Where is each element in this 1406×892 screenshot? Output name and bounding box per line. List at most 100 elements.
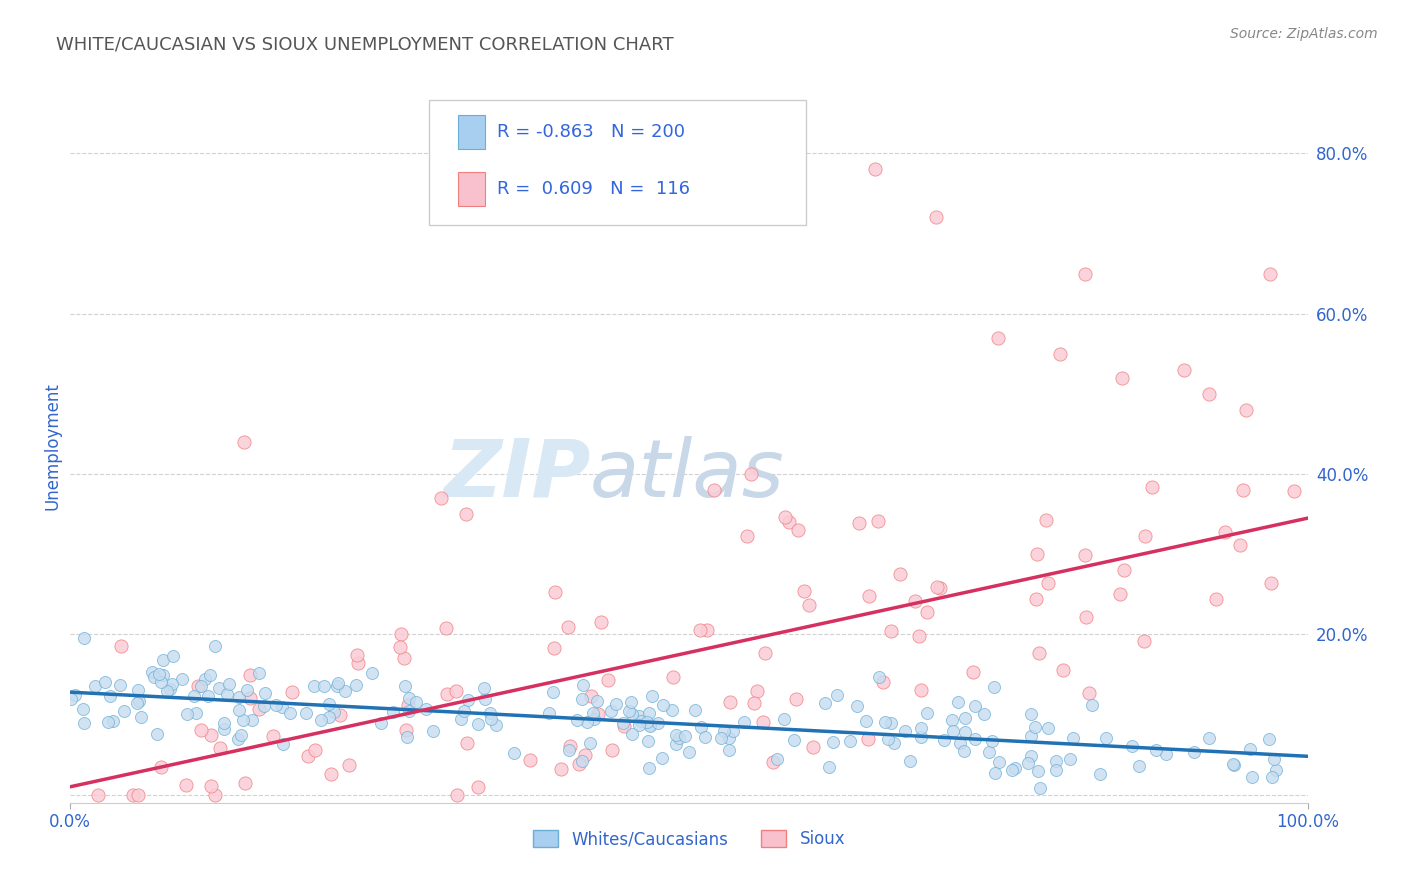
Point bbox=[1264, 763, 1286, 777]
Point bbox=[127, 788, 149, 802]
Point bbox=[160, 677, 183, 691]
Point bbox=[110, 639, 132, 653]
Point bbox=[637, 734, 659, 748]
Point bbox=[1132, 634, 1154, 648]
Point bbox=[112, 704, 135, 718]
Point bbox=[97, 714, 120, 729]
Point bbox=[162, 649, 184, 664]
Point bbox=[904, 593, 927, 607]
Point bbox=[898, 754, 921, 768]
Point bbox=[778, 515, 800, 529]
Point bbox=[987, 331, 1010, 345]
Point bbox=[928, 581, 950, 595]
Point bbox=[200, 728, 222, 742]
Point bbox=[773, 510, 796, 524]
Point bbox=[1222, 757, 1244, 772]
Point bbox=[422, 723, 444, 738]
Point bbox=[1241, 770, 1264, 784]
Point bbox=[693, 730, 716, 744]
Point bbox=[446, 788, 468, 802]
Point bbox=[1223, 757, 1246, 772]
Point bbox=[817, 760, 839, 774]
Point bbox=[436, 688, 458, 702]
Point bbox=[668, 731, 690, 746]
Point bbox=[949, 736, 972, 750]
Point bbox=[262, 729, 284, 743]
Point bbox=[1004, 761, 1026, 775]
Point bbox=[1088, 767, 1111, 781]
Point bbox=[344, 678, 367, 692]
Point bbox=[579, 689, 602, 703]
Point bbox=[979, 745, 1001, 759]
Point bbox=[576, 715, 599, 730]
Point bbox=[785, 692, 807, 706]
FancyBboxPatch shape bbox=[429, 100, 807, 225]
Text: atlas: atlas bbox=[591, 435, 785, 514]
Point bbox=[1112, 563, 1135, 577]
Point bbox=[394, 723, 416, 737]
Point bbox=[550, 762, 572, 776]
Point bbox=[456, 507, 478, 521]
Point bbox=[599, 705, 621, 719]
Point bbox=[558, 743, 581, 757]
Point bbox=[787, 523, 810, 537]
Point bbox=[876, 732, 898, 747]
Point bbox=[190, 679, 212, 693]
Point bbox=[628, 709, 651, 723]
Point bbox=[946, 695, 969, 709]
Point bbox=[519, 753, 541, 767]
Point bbox=[148, 667, 170, 681]
Point bbox=[740, 467, 762, 481]
Point bbox=[1213, 524, 1236, 539]
Point bbox=[200, 779, 222, 793]
Point bbox=[742, 696, 765, 710]
Point bbox=[98, 689, 121, 703]
Point bbox=[613, 719, 636, 733]
Point bbox=[880, 715, 903, 730]
Point bbox=[208, 681, 231, 696]
Point bbox=[381, 705, 404, 719]
Text: R =  0.609   N =  116: R = 0.609 N = 116 bbox=[498, 180, 690, 198]
Point bbox=[389, 640, 412, 655]
Point bbox=[1263, 751, 1285, 765]
Point bbox=[1232, 483, 1254, 498]
Point bbox=[1261, 770, 1284, 784]
Point bbox=[641, 690, 664, 704]
Point bbox=[983, 766, 1005, 780]
Point bbox=[752, 715, 775, 730]
Point bbox=[247, 702, 270, 716]
Point bbox=[208, 740, 231, 755]
Point bbox=[863, 162, 886, 177]
Point bbox=[747, 684, 769, 698]
Point bbox=[485, 717, 508, 731]
Point bbox=[1017, 756, 1039, 771]
Point bbox=[326, 679, 349, 693]
Point bbox=[673, 729, 696, 743]
Point bbox=[143, 670, 166, 684]
Point bbox=[152, 667, 174, 681]
Point bbox=[1029, 781, 1052, 796]
Point bbox=[823, 735, 845, 749]
Point bbox=[690, 720, 713, 734]
Point bbox=[450, 712, 472, 726]
Point bbox=[335, 683, 357, 698]
Point bbox=[1052, 663, 1074, 677]
Point bbox=[600, 742, 623, 756]
Point bbox=[197, 690, 219, 704]
Point bbox=[586, 707, 609, 722]
Point bbox=[1077, 686, 1099, 700]
Point bbox=[678, 745, 700, 759]
Point bbox=[1154, 747, 1177, 761]
Point bbox=[457, 693, 479, 707]
Point bbox=[271, 700, 294, 714]
Point bbox=[1229, 538, 1251, 552]
Point bbox=[1128, 758, 1150, 772]
Point bbox=[910, 730, 932, 744]
Point bbox=[942, 724, 965, 739]
Point bbox=[146, 727, 169, 741]
Point bbox=[472, 681, 495, 695]
Point bbox=[128, 694, 150, 708]
Point bbox=[981, 734, 1004, 748]
Point bbox=[174, 778, 197, 792]
Point bbox=[568, 756, 591, 771]
